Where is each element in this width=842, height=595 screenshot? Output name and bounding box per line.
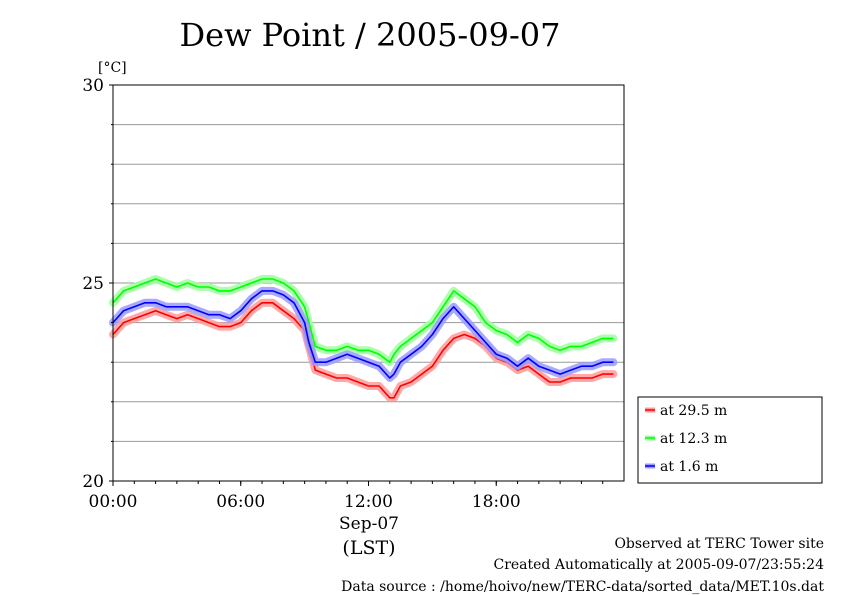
legend-box — [637, 396, 823, 484]
footer-created: Created Automatically at 2005-09-07/23:5… — [493, 557, 824, 573]
y-tick-label: 30 — [82, 76, 104, 96]
chart-title: Dew Point / 2005-09-07 — [180, 16, 561, 54]
x-tick-label: 00:00 — [89, 492, 138, 512]
legend-label: at 29.5 m — [660, 403, 727, 419]
y-tick-label: 20 — [82, 472, 104, 492]
series-line — [112, 278, 614, 364]
series-layer — [109, 275, 618, 402]
y-axis-unit-label: [°C] — [98, 60, 127, 76]
y-axis: 20 25 30 — [82, 76, 113, 492]
series-line — [112, 290, 614, 379]
x-axis: 00:00 06:00 12:00 18:00 — [89, 481, 604, 512]
legend-label: at 12.3 m — [660, 431, 727, 447]
x-zone-label: (LST) — [342, 537, 395, 559]
footer-observed: Observed at TERC Tower site — [614, 536, 824, 552]
x-tick-label: 18:00 — [472, 492, 521, 512]
x-tick-label: 12:00 — [344, 492, 393, 512]
footer-source: Data source : /home/hoivo/new/TERC-data/… — [341, 579, 824, 595]
y-tick-label: 25 — [82, 274, 104, 294]
x-tick-label: 06:00 — [216, 492, 265, 512]
x-date-label: Sep-07 — [339, 514, 399, 534]
series-line — [112, 301, 614, 399]
legend: at 29.5 m at 12.3 m at 1.6 m — [637, 396, 823, 484]
legend-label: at 1.6 m — [660, 459, 718, 475]
